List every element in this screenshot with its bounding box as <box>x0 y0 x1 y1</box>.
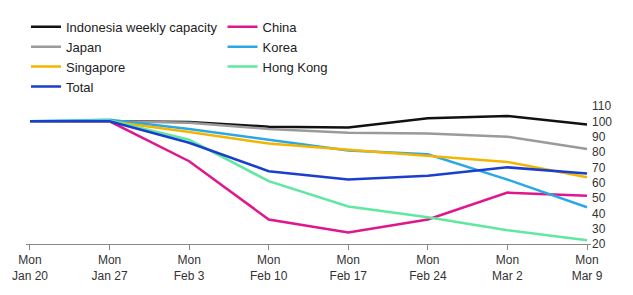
svg-text:MonMar 9: MonMar 9 <box>572 253 603 283</box>
svg-text:MonFeb 10: MonFeb 10 <box>250 253 288 283</box>
svg-text:20: 20 <box>592 237 606 251</box>
svg-text:MonFeb 17: MonFeb 17 <box>330 253 368 283</box>
svg-text:50: 50 <box>592 191 606 205</box>
svg-text:Japan: Japan <box>66 40 101 55</box>
svg-text:80: 80 <box>592 145 606 159</box>
svg-text:100: 100 <box>592 115 612 129</box>
svg-text:Indonesia weekly capacity: Indonesia weekly capacity <box>66 20 218 35</box>
svg-text:30: 30 <box>592 222 606 236</box>
svg-text:MonJan 27: MonJan 27 <box>92 253 128 283</box>
svg-text:Korea: Korea <box>263 40 298 55</box>
svg-text:Total: Total <box>66 80 94 95</box>
svg-text:60: 60 <box>592 176 606 190</box>
svg-text:MonJan 20: MonJan 20 <box>12 253 48 283</box>
svg-text:MonFeb 24: MonFeb 24 <box>409 253 447 283</box>
svg-text:Singapore: Singapore <box>66 60 125 75</box>
svg-text:Hong Kong: Hong Kong <box>263 60 328 75</box>
svg-text:40: 40 <box>592 207 606 221</box>
svg-text:90: 90 <box>592 130 606 144</box>
svg-text:MonMar 2: MonMar 2 <box>492 253 523 283</box>
svg-text:China: China <box>263 20 298 35</box>
svg-text:MonFeb 3: MonFeb 3 <box>174 253 205 283</box>
svg-text:70: 70 <box>592 161 606 175</box>
svg-text:110: 110 <box>592 99 611 113</box>
